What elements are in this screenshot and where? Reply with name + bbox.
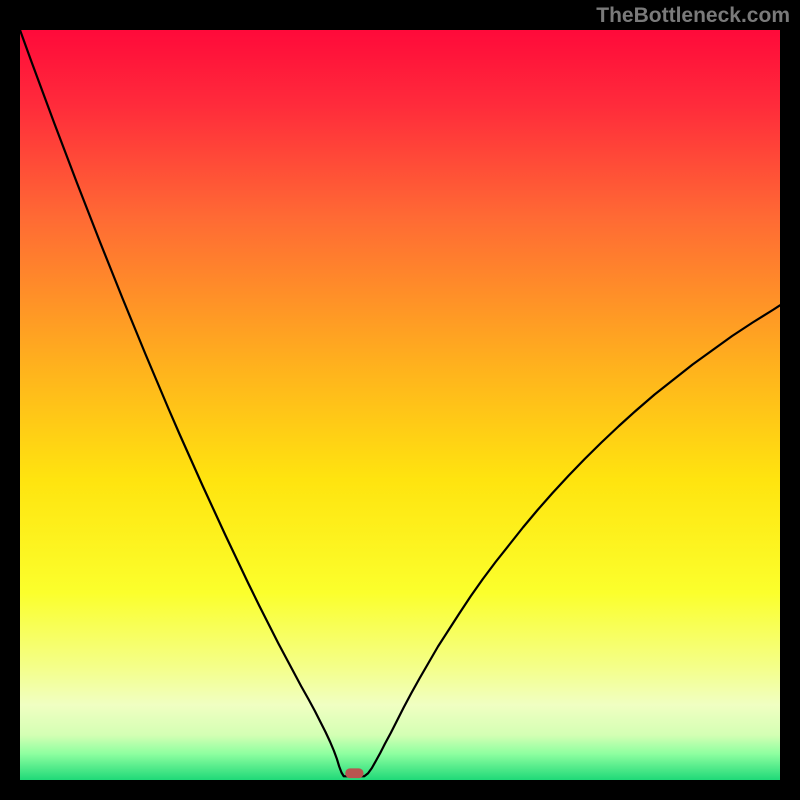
watermark-text: TheBottleneck.com xyxy=(596,4,790,28)
bottleneck-curve xyxy=(20,30,780,780)
curve-path xyxy=(20,30,780,776)
optimal-marker xyxy=(345,768,363,778)
plot-area xyxy=(20,30,780,780)
